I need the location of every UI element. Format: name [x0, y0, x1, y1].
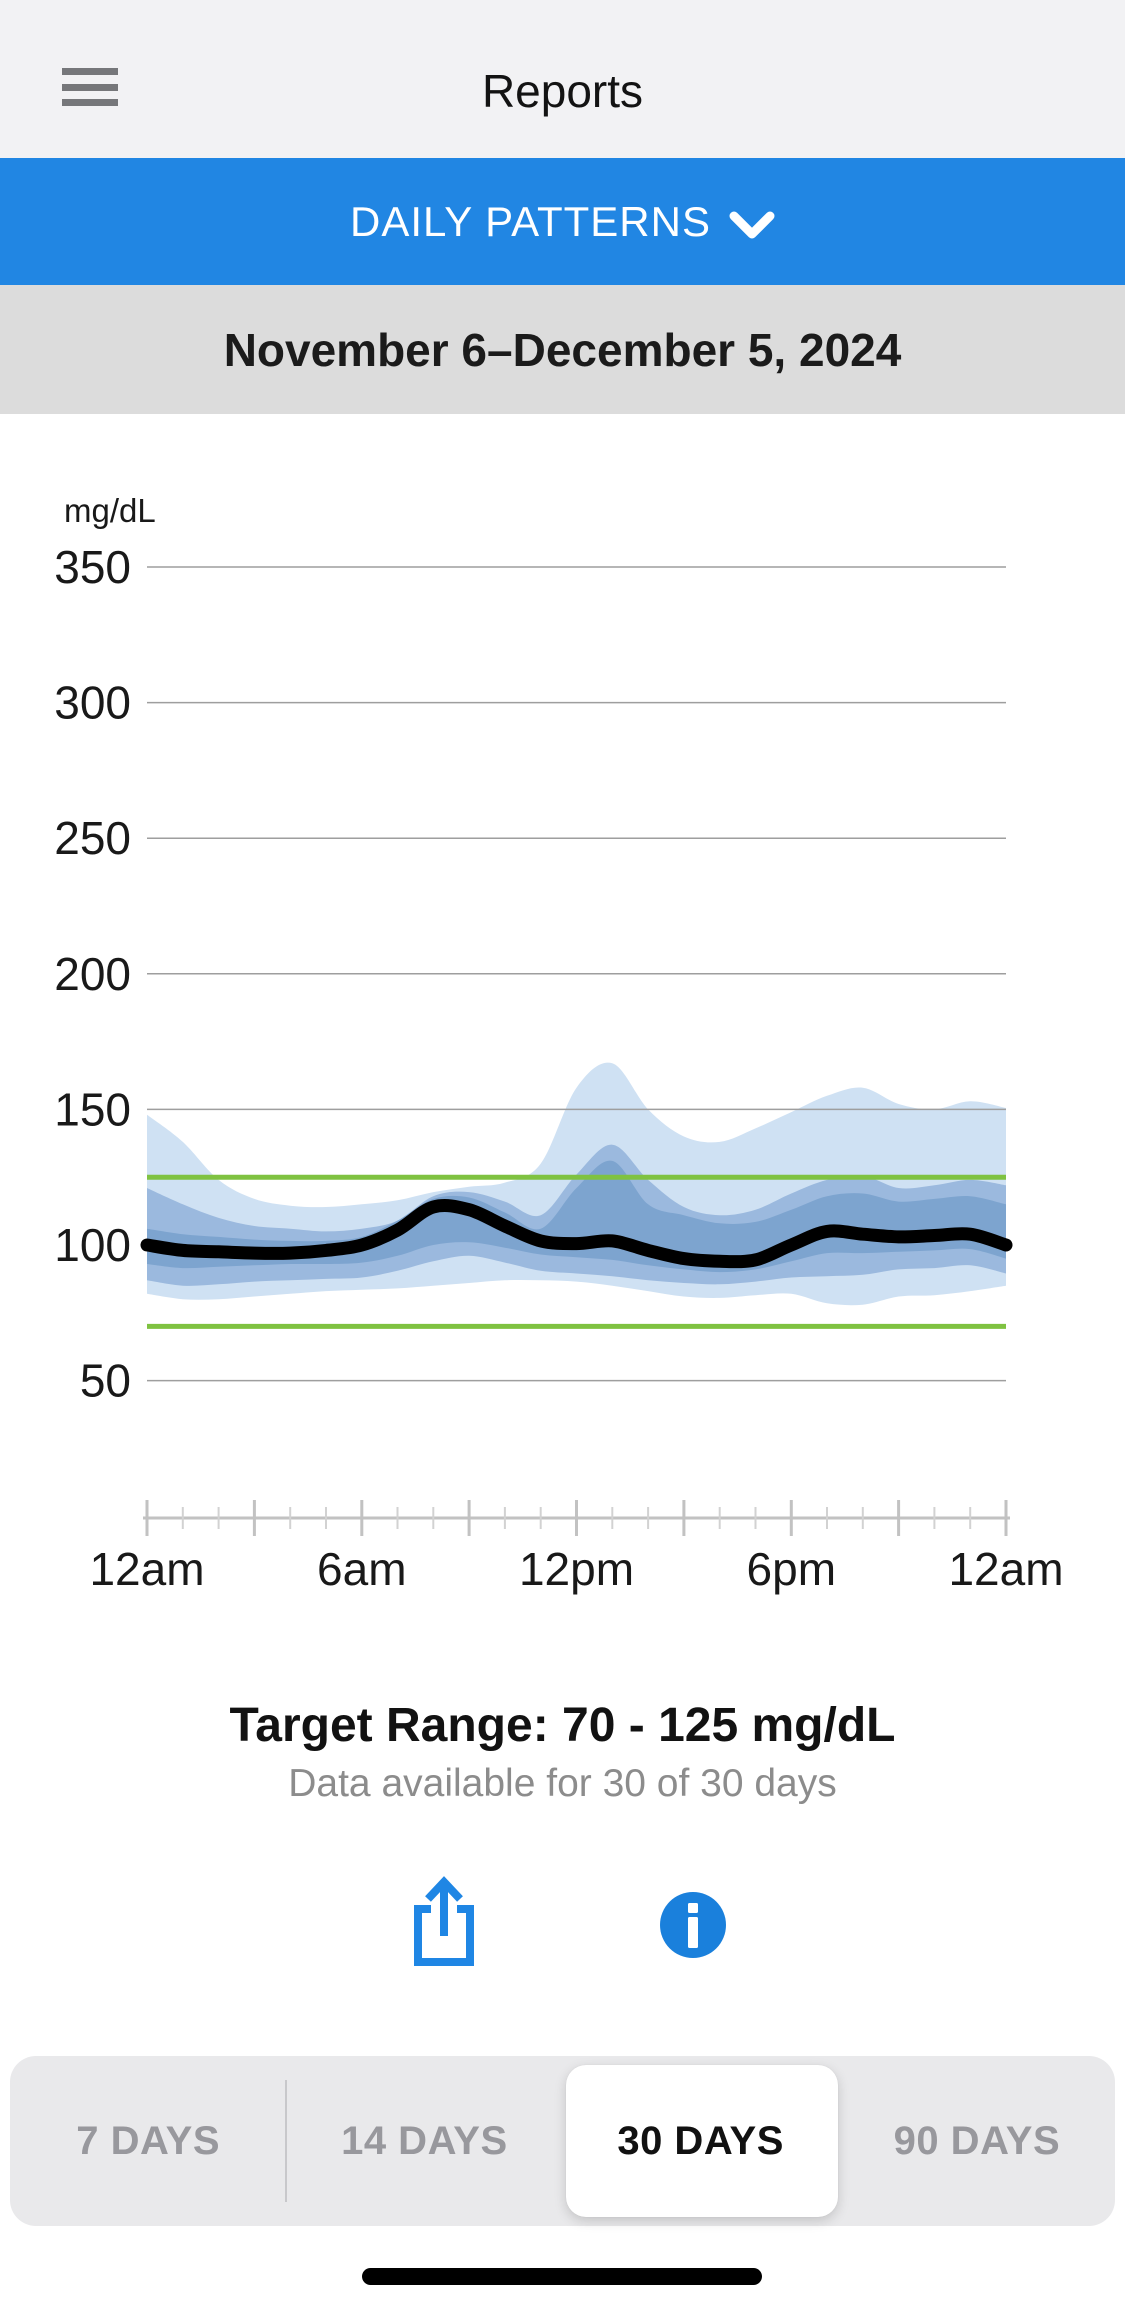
report-type-dropdown[interactable]: DAILY PATTERNS — [0, 158, 1125, 285]
menu-bar — [62, 99, 118, 106]
svg-text:200: 200 — [54, 948, 131, 1000]
info-glyph — [660, 1892, 726, 1958]
gridlines — [147, 566, 1006, 1382]
target-range-lines — [147, 1174, 1006, 1329]
x-axis — [143, 1500, 1010, 1536]
svg-text:100: 100 — [54, 1219, 131, 1271]
svg-text:6am: 6am — [317, 1543, 406, 1595]
svg-text:350: 350 — [54, 541, 131, 593]
svg-text:250: 250 — [54, 812, 131, 864]
unit-label: mg/dL — [64, 492, 156, 529]
range-segmented-control: 7 DAYS 14 DAYS 30 DAYS 90 DAYS — [10, 2056, 1115, 2226]
svg-text:300: 300 — [54, 677, 131, 729]
svg-text:6pm: 6pm — [747, 1543, 836, 1595]
date-range-bar: November 6–December 5, 2024 — [0, 285, 1125, 414]
page-title: Reports — [481, 65, 644, 117]
tab-30-days[interactable]: 30 DAYS — [563, 2056, 839, 2226]
target-range-label: Target Range: 70 - 125 mg/dL — [229, 1699, 896, 1752]
svg-text:50: 50 — [80, 1355, 131, 1407]
tab-7-days[interactable]: 7 DAYS — [10, 2056, 286, 2226]
selected-segment-card — [566, 2065, 838, 2217]
x-axis-labels: 12am 6am 12pm 6pm 12am — [89, 1543, 1063, 1595]
segment-row: 7 DAYS 14 DAYS 30 DAYS 90 DAYS — [10, 2056, 1115, 2226]
info-circle-icon[interactable] — [657, 1889, 729, 1961]
segment-divider — [285, 2080, 287, 2202]
report-type-label: DAILY PATTERNS — [350, 197, 711, 245]
svg-text:12pm: 12pm — [519, 1543, 634, 1595]
data-availability-label: Data available for 30 of 30 days — [288, 1762, 837, 1805]
y-axis-labels: 350 300 250 200 150 100 50 — [54, 541, 131, 1407]
date-range-label: November 6–December 5, 2024 — [223, 323, 902, 376]
chevron-down-icon — [729, 211, 775, 238]
svg-text:150: 150 — [54, 1083, 131, 1135]
tab-90-days[interactable]: 90 DAYS — [839, 2056, 1115, 2226]
menu-bar — [62, 68, 118, 75]
svg-text:12am: 12am — [89, 1543, 204, 1595]
home-indicator[interactable] — [362, 2268, 762, 2285]
tab-14-days[interactable]: 14 DAYS — [286, 2056, 562, 2226]
share-export-glyph — [414, 1876, 474, 1966]
menu-icon[interactable] — [62, 68, 118, 106]
share-export-icon[interactable] — [400, 1872, 490, 1967]
svg-text:12am: 12am — [948, 1543, 1063, 1595]
menu-bar — [62, 83, 118, 91]
nav-bar: Reports — [0, 0, 1125, 158]
median-line — [140, 1199, 1013, 1269]
